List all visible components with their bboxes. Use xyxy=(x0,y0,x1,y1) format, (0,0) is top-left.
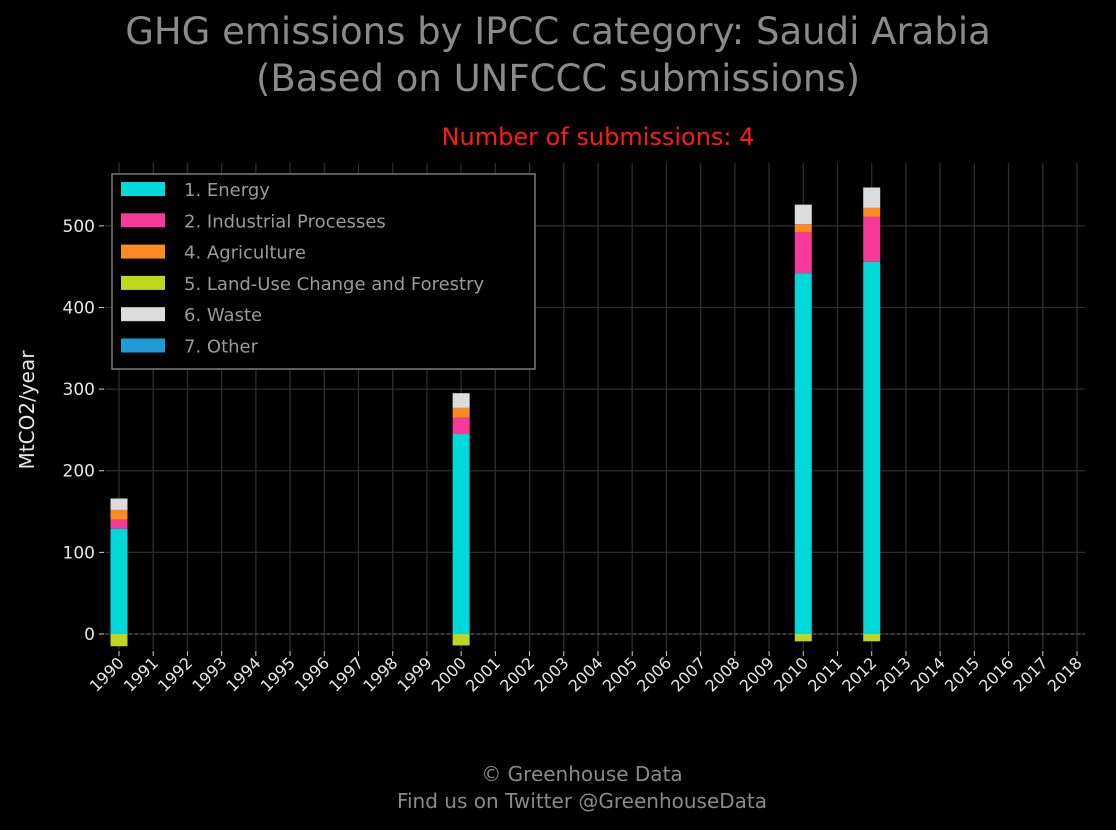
x-tick-label: 2015 xyxy=(941,653,983,695)
x-tick-label: 2007 xyxy=(667,653,709,695)
legend: 1. Energy 2. Industrial Processes 4. Agric… xyxy=(111,173,536,370)
legend-box xyxy=(111,173,536,370)
legend-swatch xyxy=(121,213,165,228)
bar-segment xyxy=(110,528,128,634)
bar-segment xyxy=(110,634,128,647)
y-axis-label: MtCO2/year xyxy=(15,350,39,470)
x-tick-label: 1998 xyxy=(359,653,401,695)
x-tick-label: 2017 xyxy=(1009,653,1051,695)
x-tick-label: 2004 xyxy=(565,653,607,695)
chart-title-line2: (Based on UNFCCC submissions) xyxy=(255,57,861,100)
bar-segment xyxy=(794,232,812,274)
footer-twitter: Find us on Twitter @GreenhouseData xyxy=(396,789,768,813)
bar-segment xyxy=(863,216,881,262)
x-tick-label: 1996 xyxy=(291,653,333,695)
footer-copyright: © Greenhouse Data xyxy=(481,762,683,786)
legend-swatch xyxy=(121,307,165,322)
bar-segment xyxy=(794,273,812,634)
x-tick-label: 1997 xyxy=(325,653,367,695)
legend-label: 5. Land-Use Change and Forestry xyxy=(184,274,484,295)
x-tick-label: 2012 xyxy=(838,653,880,695)
legend-label: 1. Energy xyxy=(184,180,270,201)
x-tick-label: 2018 xyxy=(1044,653,1086,695)
x-tick-label: 2001 xyxy=(462,653,504,695)
x-tick-label: 2010 xyxy=(770,653,812,695)
x-tick-label: 2008 xyxy=(701,653,743,695)
x-tick-label: 1992 xyxy=(154,653,196,695)
y-tick-label: 500 xyxy=(63,217,95,237)
x-tick-label: 2013 xyxy=(873,653,915,695)
x-tick-label: 1994 xyxy=(222,653,264,695)
x-tick-label: 1991 xyxy=(120,653,162,695)
x-tick-label: 2006 xyxy=(633,653,675,695)
bar-segment xyxy=(452,407,470,418)
chart-subtitle: Number of submissions: 4 xyxy=(441,123,755,151)
x-tick-label: 2011 xyxy=(804,653,846,695)
bar-segment xyxy=(794,634,812,642)
x-tick-label: 2005 xyxy=(599,653,641,695)
bar-segment xyxy=(452,634,470,646)
y-tick-label: 0 xyxy=(84,625,95,645)
bar-segment xyxy=(794,204,812,225)
x-tick-label: 2002 xyxy=(496,653,538,695)
x-tick-label: 2000 xyxy=(428,653,470,695)
bars xyxy=(110,187,881,647)
chart-title-line1: GHG emissions by IPCC category: Saudi Ar… xyxy=(125,10,991,53)
x-tick-label: 1999 xyxy=(394,653,436,695)
bar-segment xyxy=(794,224,812,233)
legend-label: 2. Industrial Processes xyxy=(184,211,386,232)
x-tick-label: 1993 xyxy=(188,653,230,695)
bar-segment xyxy=(452,417,470,435)
bar-segment xyxy=(452,393,470,408)
bar-segment xyxy=(110,509,128,520)
x-tick-label: 2003 xyxy=(530,653,572,695)
bar-segment xyxy=(863,207,881,217)
x-tick-label: 2014 xyxy=(907,653,949,695)
y-tick-label: 400 xyxy=(63,298,95,318)
legend-label: 4. Agriculture xyxy=(184,243,306,264)
x-tick-label: 1995 xyxy=(257,653,299,695)
legend-label: 7. Other xyxy=(184,337,259,358)
x-tick-label: 2009 xyxy=(736,653,778,695)
y-tick-label: 200 xyxy=(63,462,95,482)
bar-segment xyxy=(452,434,470,634)
legend-swatch xyxy=(121,182,165,196)
legend-swatch xyxy=(121,244,165,259)
y-tick-label: 100 xyxy=(63,543,95,563)
legend-swatch xyxy=(121,275,165,290)
x-tick-label: 1990 xyxy=(86,653,128,695)
legend-swatch xyxy=(121,338,165,353)
bar-segment xyxy=(863,261,881,634)
bar-segment xyxy=(110,498,128,510)
bar-segment xyxy=(110,519,128,529)
bar-segment xyxy=(863,634,881,642)
bar-segment xyxy=(863,187,881,208)
y-tick-label: 300 xyxy=(63,380,95,400)
legend-label: 6. Waste xyxy=(184,305,262,326)
x-tick-label: 2016 xyxy=(975,653,1017,695)
